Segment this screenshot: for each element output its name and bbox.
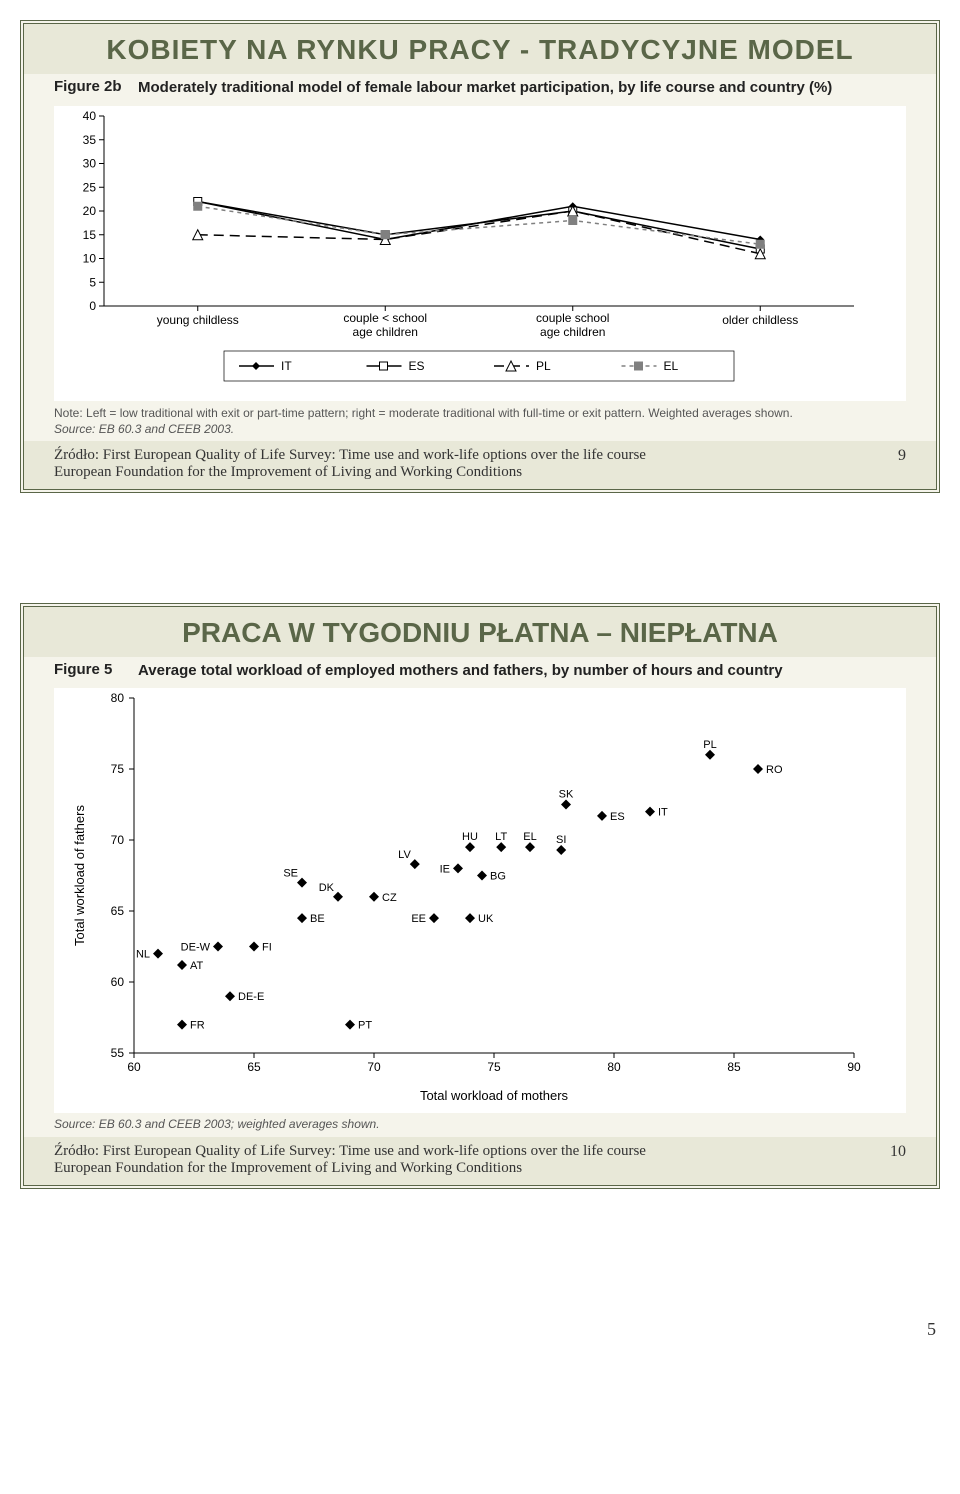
- figure-label: Figure 2b: [54, 78, 124, 98]
- svg-text:75: 75: [111, 762, 125, 776]
- svg-text:60: 60: [127, 1060, 141, 1074]
- svg-text:70: 70: [111, 833, 125, 847]
- figure-title-2: Average total workload of employed mothe…: [138, 661, 783, 681]
- svg-text:5: 5: [89, 275, 96, 289]
- svg-text:70: 70: [367, 1060, 381, 1074]
- svg-text:Total workload of mothers: Total workload of mothers: [420, 1088, 569, 1103]
- svg-text:60: 60: [111, 975, 125, 989]
- figure-title: Moderately traditional model of female l…: [138, 78, 832, 98]
- svg-text:10: 10: [83, 251, 97, 265]
- scatter-chart: 60657075808590556065707580Total workload…: [54, 688, 906, 1113]
- svg-text:55: 55: [111, 1046, 125, 1060]
- svg-text:FR: FR: [190, 1020, 205, 1032]
- footer-line-1: Źródło: First European Quality of Life S…: [54, 447, 646, 463]
- slide-2-title: PRACA W TYGODNIU PŁATNA – NIEPŁATNA: [24, 607, 936, 657]
- svg-text:35: 35: [83, 132, 97, 146]
- svg-text:40: 40: [83, 109, 97, 123]
- svg-text:65: 65: [111, 904, 125, 918]
- svg-text:65: 65: [247, 1060, 261, 1074]
- svg-text:Total workload of fathers: Total workload of fathers: [72, 805, 87, 946]
- slide-2: PRACA W TYGODNIU PŁATNA – NIEPŁATNA Figu…: [20, 603, 940, 1190]
- svg-text:85: 85: [727, 1060, 741, 1074]
- svg-text:IT: IT: [658, 807, 668, 819]
- footer-line-2b: European Foundation for the Improvement …: [54, 1160, 522, 1176]
- slide-page-number-2: 10: [866, 1143, 906, 1161]
- svg-text:80: 80: [111, 691, 125, 705]
- svg-text:EL: EL: [664, 359, 679, 373]
- figure-caption-row-2: Figure 5 Average total workload of emplo…: [24, 657, 936, 685]
- scatter-chart-svg: 60657075808590556065707580Total workload…: [54, 688, 874, 1108]
- svg-text:LV: LV: [398, 850, 411, 862]
- svg-text:PL: PL: [536, 359, 551, 373]
- svg-text:AT: AT: [190, 960, 204, 972]
- svg-text:LT: LT: [495, 831, 507, 843]
- slide-1: KOBIETY NA RYNKU PRACY - TRADYCYJNE MODE…: [20, 20, 940, 493]
- svg-text:0: 0: [89, 299, 96, 313]
- svg-text:HU: HU: [462, 831, 478, 843]
- svg-text:young childless: young childless: [157, 313, 239, 327]
- chart-source-2: Source: EB 60.3 and CEEB 2003; weighted …: [24, 1117, 936, 1137]
- svg-text:SI: SI: [556, 834, 566, 846]
- svg-text:80: 80: [607, 1060, 621, 1074]
- svg-text:IE: IE: [440, 864, 450, 876]
- svg-text:age children: age children: [353, 325, 418, 339]
- footer-text: Źródło: First European Quality of Life S…: [54, 447, 866, 481]
- slide-page-number: 9: [866, 447, 906, 465]
- line-chart: 0 5 10 15 20 25 30 35 40 young childless couple < …: [54, 106, 906, 401]
- svg-text:couple school: couple school: [536, 311, 609, 325]
- svg-text:older childless: older childless: [722, 313, 798, 327]
- svg-text:UK: UK: [478, 913, 494, 925]
- svg-text:SK: SK: [559, 789, 574, 801]
- slide-footer-2: Źródło: First European Quality of Life S…: [24, 1137, 936, 1185]
- svg-text:EE: EE: [411, 913, 426, 925]
- slide-footer: Źródło: First European Quality of Life S…: [24, 441, 936, 489]
- svg-text:IT: IT: [281, 359, 292, 373]
- svg-text:NL: NL: [136, 949, 150, 961]
- footer-text-2: Źródło: First European Quality of Life S…: [54, 1143, 866, 1177]
- svg-text:15: 15: [83, 227, 97, 241]
- svg-text:FI: FI: [262, 942, 272, 954]
- svg-text:ES: ES: [409, 359, 425, 373]
- footer-line-1b: Źródło: First European Quality of Life S…: [54, 1143, 646, 1159]
- svg-text:CZ: CZ: [382, 892, 397, 904]
- page-number: 5: [20, 1299, 940, 1340]
- svg-text:couple < school: couple < school: [343, 311, 427, 325]
- svg-text:EL: EL: [523, 831, 536, 843]
- svg-text:RO: RO: [766, 764, 783, 776]
- svg-text:75: 75: [487, 1060, 501, 1074]
- svg-text:30: 30: [83, 156, 97, 170]
- line-chart-svg: 0 5 10 15 20 25 30 35 40 young childless couple < …: [54, 106, 874, 396]
- note-text: Note: Left = low traditional with exit o…: [54, 406, 793, 420]
- svg-text:DE-W: DE-W: [181, 942, 211, 954]
- source-text: Source: EB 60.3 and CEEB 2003.: [54, 422, 234, 436]
- svg-text:BG: BG: [490, 871, 506, 883]
- svg-text:BE: BE: [310, 913, 325, 925]
- svg-text:90: 90: [847, 1060, 861, 1074]
- svg-text:DK: DK: [319, 882, 335, 894]
- slide-1-title: KOBIETY NA RYNKU PRACY - TRADYCYJNE MODE…: [24, 24, 936, 74]
- svg-text:DE-E: DE-E: [238, 992, 264, 1004]
- svg-text:PT: PT: [358, 1020, 372, 1032]
- svg-text:SE: SE: [283, 868, 298, 880]
- footer-line-2: European Foundation for the Improvement …: [54, 464, 522, 480]
- figure-caption-row: Figure 2b Moderately traditional model o…: [24, 74, 936, 102]
- chart-note: Note: Left = low traditional with exit o…: [24, 405, 936, 441]
- svg-text:25: 25: [83, 180, 97, 194]
- svg-text:age children: age children: [540, 325, 605, 339]
- svg-text:20: 20: [83, 204, 97, 218]
- svg-text:ES: ES: [610, 811, 625, 823]
- svg-text:PL: PL: [703, 739, 716, 751]
- figure-label-2: Figure 5: [54, 661, 124, 681]
